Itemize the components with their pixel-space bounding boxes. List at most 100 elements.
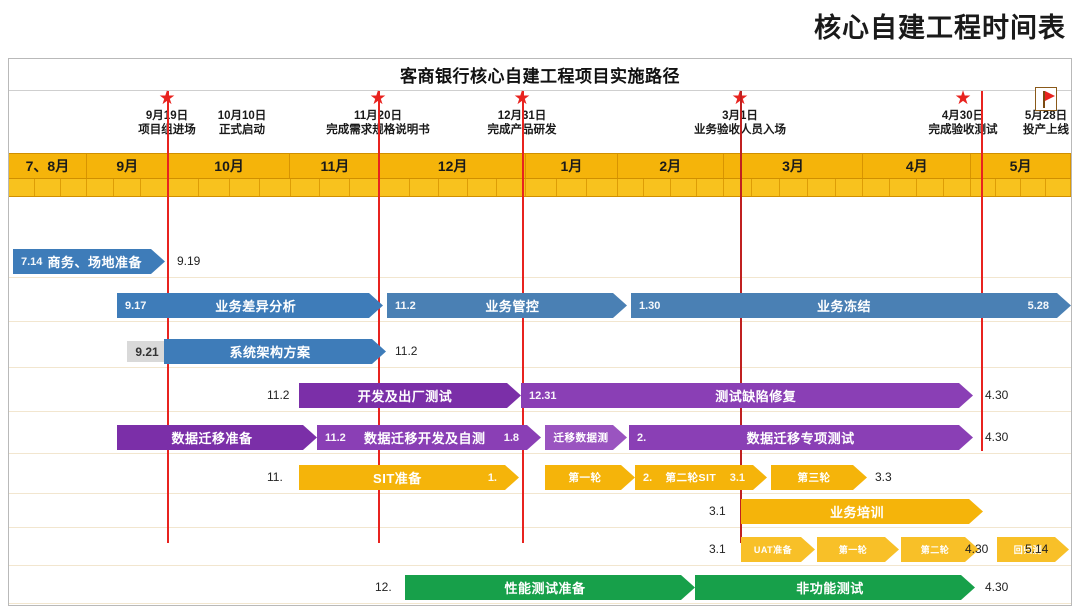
page-title: 核心自建工程时间表	[814, 13, 1066, 43]
task-bar-label: 第一轮	[838, 545, 868, 555]
task-start-date: 1.30	[639, 299, 661, 312]
week-cell	[230, 179, 261, 196]
task-bar-label: 业务培训	[829, 505, 884, 520]
arrow-head-icon	[801, 537, 815, 562]
task-bar-business-gap-analysis[interactable]: 9.17 业务差异分析	[117, 293, 383, 318]
task-bar-sit-round-1[interactable]: 第一轮	[545, 465, 635, 490]
task-date-label: 4.30	[985, 580, 1009, 594]
task-bar-dev-and-factory-test[interactable]: 开发及出厂测试	[299, 383, 521, 408]
task-bar-body: SIT准备 1.	[299, 465, 505, 490]
week-cell	[497, 179, 527, 196]
task-bar-uat-round-1[interactable]: 第一轮	[817, 537, 899, 562]
task-bar-body: 11.2 数据迁移开发及自测 1.8	[317, 425, 527, 450]
chart-subtitle: 客商银行核心自建工程项目实施路径	[400, 67, 680, 86]
week-cell	[671, 179, 698, 196]
week-header-row	[9, 179, 1072, 197]
task-bar-uat-prep[interactable]: UAT准备	[741, 537, 815, 562]
task-bar-uat-round-2[interactable]: 第二轮	[901, 537, 979, 562]
arrow-head-icon	[1057, 293, 1071, 318]
arrow-head-icon	[621, 465, 635, 490]
week-cell	[836, 179, 864, 196]
month-cell-8: 3月	[724, 154, 864, 178]
week-cell	[587, 179, 618, 196]
week-cell	[468, 179, 497, 196]
arrow-head-icon	[681, 575, 695, 600]
task-bar-body: 迁移数据测	[545, 425, 613, 450]
arrow-head-icon	[369, 293, 383, 318]
task-bar-label: 第二轮SIT	[665, 472, 717, 484]
task-bar-data-migration-dev-selftest[interactable]: 11.2 数据迁移开发及自测 1.8	[317, 425, 541, 450]
milestone-date: 4月30日	[941, 110, 985, 122]
task-start-date: 2.	[637, 431, 647, 444]
arrow-head-icon	[372, 339, 386, 364]
task-bar-label: 商务、场地准备	[47, 255, 142, 270]
arrow-head-icon	[959, 425, 973, 450]
month-cell-1: 7、8月	[9, 154, 87, 178]
task-bar-label: 回归测	[1013, 545, 1043, 555]
red-star-icon: ★	[694, 89, 786, 109]
task-bar-non-functional-test[interactable]: 非功能测试	[695, 575, 975, 600]
task-bar-data-migration-special-test[interactable]: 2. 数据迁移专项测试	[629, 425, 973, 450]
month-header-row: 7、8月 9月 10月 11月 12月 1月 2月 3月 4月 5月	[9, 153, 1071, 179]
task-bar-body: UAT准备	[741, 537, 801, 562]
grid-line	[9, 453, 1071, 454]
week-cell	[808, 179, 836, 196]
task-bar-body: 2. 数据迁移专项测试	[629, 425, 959, 450]
week-cell	[780, 179, 808, 196]
task-bar-data-migration-prep[interactable]: 数据迁移准备	[117, 425, 317, 450]
task-bar-sit-round-2[interactable]: 2. 第二轮SIT 3.1	[635, 465, 767, 490]
task-bar-body: 2. 第二轮SIT 3.1	[635, 465, 753, 490]
month-cell-2: 9月	[87, 154, 169, 178]
task-bar-body: 1.30 业务冻结 5.28	[631, 293, 1057, 318]
arrow-head-icon	[151, 249, 165, 274]
task-bar-label: 数据迁移专项测试	[746, 431, 855, 446]
task-bar-body: 第二轮	[901, 537, 965, 562]
month-cell-7: 2月	[618, 154, 724, 178]
chart-subtitle-band: 客商银行核心自建工程项目实施路径	[9, 59, 1071, 91]
task-bar-business-freeze[interactable]: 1.30 业务冻结 5.28	[631, 293, 1071, 318]
arrow-head-icon	[505, 465, 519, 490]
milestone-date: 10月10日	[217, 110, 267, 122]
red-star-icon: ★	[488, 89, 557, 109]
task-bar-label: 第一轮	[568, 472, 602, 484]
week-cell	[35, 179, 61, 196]
task-bar-label: 性能测试准备	[504, 581, 586, 596]
task-date-label: 4.30	[985, 430, 1009, 444]
task-bar-body: 第三轮	[771, 465, 853, 490]
task-bar-body: 系统架构方案	[164, 339, 372, 364]
week-cell	[410, 179, 439, 196]
grid-line	[9, 321, 1071, 322]
task-bar-label: UAT准备	[753, 545, 793, 555]
milestone-marker-line-5	[981, 91, 983, 451]
task-bar-migration-data-test[interactable]: 迁移数据测	[545, 425, 627, 450]
task-bar-body: 业务培训	[741, 499, 969, 524]
week-cell	[944, 179, 972, 196]
task-bar-body: 非功能测试	[695, 575, 961, 600]
task-bar-system-architecture-plan[interactable]: 系统架构方案	[164, 339, 386, 364]
task-bar-performance-test-prep[interactable]: 性能测试准备	[405, 575, 695, 600]
arrow-head-icon	[507, 383, 521, 408]
red-star-icon: ★	[138, 89, 196, 109]
arrow-head-icon	[303, 425, 317, 450]
arrow-head-icon	[969, 499, 983, 524]
task-bar-body: 7.14 商务、场地准备	[13, 249, 151, 274]
week-cell	[87, 179, 115, 196]
task-bar-sit-round-3[interactable]: 第三轮	[771, 465, 867, 490]
task-bar-business-site-prep[interactable]: 7.14 商务、场地准备	[13, 249, 165, 274]
arrow-head-icon	[1055, 537, 1069, 562]
task-bar-body: 9.17 业务差异分析	[117, 293, 369, 318]
milestone-description: 完成验收测试	[928, 124, 998, 136]
arrow-head-icon	[885, 537, 899, 562]
task-bar-business-training[interactable]: 业务培训	[741, 499, 983, 524]
month-cell-4: 11月	[290, 154, 381, 178]
task-bar-sit-prep[interactable]: SIT准备 1.	[299, 465, 519, 490]
task-bar-label: 第二轮	[920, 545, 950, 555]
task-bar-business-control[interactable]: 11.2 业务管控	[387, 293, 627, 318]
task-bar-uat-regression-test[interactable]: 回归测	[997, 537, 1069, 562]
task-bar-test-defect-fix[interactable]: 12.31 测试缺陷修复	[521, 383, 973, 408]
arrow-head-icon	[753, 465, 767, 490]
milestone-date: 5月28日	[1024, 110, 1068, 122]
red-flag-icon	[1035, 87, 1057, 111]
